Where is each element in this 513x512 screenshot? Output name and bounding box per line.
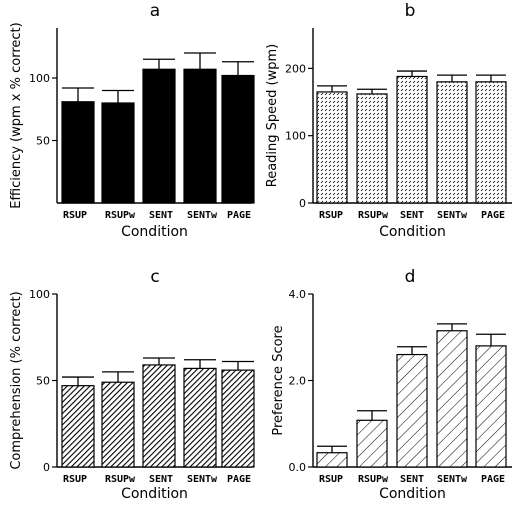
x-tick-label: RSUPw <box>105 210 136 221</box>
y-tick-label: 0.0 <box>289 461 307 474</box>
panel-d: d 0.0 2.0 4.0 RSUP RSUPw SENT SENTw PAGE Conditio… <box>271 267 512 502</box>
x-tick-label: SENTw <box>187 474 218 485</box>
panel-c: c 0 50 100 RSUP RSUPw SENT SENTw PAGE Condition Co… <box>9 267 255 502</box>
y-tick-label: 0 <box>299 197 306 210</box>
y-axis-label: Comprehension (% correct) <box>9 291 24 469</box>
bar-rsupw <box>356 93 388 204</box>
y-tick-label: 50 <box>36 375 50 388</box>
x-tick-label: RSUP <box>63 474 87 485</box>
bar-sentw <box>436 81 468 204</box>
bar-sentw <box>183 367 217 468</box>
bar-page <box>475 81 507 204</box>
y-axis-label: Preference Score <box>271 325 286 435</box>
x-axis-label: Condition <box>379 486 446 502</box>
bar-rsup <box>316 91 348 204</box>
x-axis-label: Condition <box>121 486 188 502</box>
y-tick-label: 100 <box>285 130 306 143</box>
y-axis-label: Efficiency (wpm x % correct) <box>9 22 24 208</box>
x-tick-label: RSUP <box>319 210 343 221</box>
bar-sent <box>142 68 176 204</box>
y-tick-label: 0 <box>43 461 50 474</box>
x-tick-label: SENT <box>400 474 424 485</box>
bar-rsupw <box>101 102 135 204</box>
bar-sentw <box>183 68 217 204</box>
x-tick-label: SENTw <box>437 474 468 485</box>
x-axis-label: Condition <box>121 224 188 240</box>
x-axis-label: Condition <box>379 224 446 240</box>
bar-rsupw <box>356 419 388 468</box>
y-tick-label: 4.0 <box>289 288 307 301</box>
bar-sent <box>396 353 428 468</box>
bar-sent <box>142 364 176 468</box>
x-tick-label: SENT <box>149 210 173 221</box>
x-tick-label: PAGE <box>227 210 251 221</box>
y-tick-label: 200 <box>285 62 306 75</box>
x-tick-label: PAGE <box>481 210 505 221</box>
panel-title: c <box>150 267 159 287</box>
panel-title: d <box>405 267 416 287</box>
x-tick-label: RSUP <box>319 474 343 485</box>
bar-sentw <box>436 330 468 468</box>
y-tick-label: 2.0 <box>289 375 307 388</box>
x-tick-label: PAGE <box>227 474 251 485</box>
x-tick-label: RSUPw <box>358 210 389 221</box>
x-tick-label: SENT <box>149 474 173 485</box>
y-tick-label: 100 <box>29 288 50 301</box>
bar-rsupw <box>101 381 135 468</box>
x-tick-label: RSUP <box>63 210 87 221</box>
x-tick-label: SENT <box>400 210 424 221</box>
y-tick-label: 50 <box>36 135 50 148</box>
panel-title: a <box>150 1 160 21</box>
bar-page <box>221 74 255 204</box>
bar-rsup <box>61 385 95 468</box>
bar-sent <box>396 75 428 204</box>
bar-rsup <box>316 452 348 468</box>
bar-page <box>221 369 255 468</box>
x-tick-label: RSUPw <box>105 474 136 485</box>
y-axis-label: Reading Speed (wpm) <box>265 44 280 187</box>
panel-b: b 0 100 200 RSUP RSUPw SENT SENTw PAGE Condition R… <box>265 1 512 240</box>
x-tick-label: RSUPw <box>358 474 389 485</box>
panel-title: b <box>405 1 416 21</box>
x-tick-label: SENTw <box>187 210 218 221</box>
y-tick-label: 100 <box>29 72 50 85</box>
panel-a: a 50 100 RSUP RSUPw SENT SENTw PAGE Condition Eff… <box>9 1 255 240</box>
x-tick-label: SENTw <box>437 210 468 221</box>
x-tick-label: PAGE <box>481 474 505 485</box>
bar-rsup <box>61 101 95 204</box>
bar-page <box>475 345 507 468</box>
